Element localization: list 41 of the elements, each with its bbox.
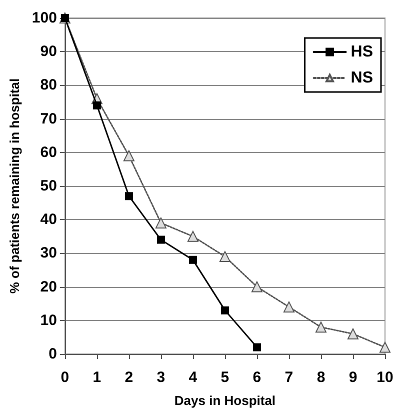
y-tick-label: 10 [40, 312, 57, 329]
point [347, 328, 358, 340]
y-tick-label: 30 [40, 244, 57, 262]
y-tick-label: 0 [48, 346, 57, 362]
x-tick-label: 5 [220, 369, 230, 386]
x-tick-label: 7 [284, 369, 294, 386]
x-tick-label: 9 [348, 369, 358, 386]
x-tick-label: 0 [60, 369, 70, 386]
y-tick-label: 80 [40, 76, 57, 94]
point [380, 342, 390, 353]
point [155, 217, 166, 228]
point [124, 192, 133, 200]
point [220, 306, 229, 314]
legend-label: HS [350, 44, 374, 60]
x-tick-label: 1 [92, 369, 102, 386]
y-axis-title: % of patients remaining in hospital [7, 78, 22, 294]
x-tick-label: 4 [188, 369, 198, 386]
x-tick-label: 10 [376, 369, 394, 386]
x-tick-label: 3 [156, 369, 166, 386]
y-tick-label: 50 [40, 178, 57, 194]
y-tick-label: 60 [40, 144, 57, 161]
legend-label: NS [350, 70, 374, 86]
point [315, 322, 326, 333]
x-tick-label: 8 [316, 369, 326, 386]
x-tick-label: 2 [124, 369, 134, 386]
x-tick-label: 6 [252, 369, 262, 386]
point [252, 343, 261, 352]
y-tick-label: 90 [40, 43, 57, 60]
point [92, 101, 101, 110]
point [251, 281, 262, 292]
point [188, 256, 197, 264]
point [219, 251, 230, 262]
x-axis-title: Days in Hospital [174, 393, 276, 408]
point [187, 230, 198, 242]
y-tick-label: 40 [40, 211, 57, 228]
point [283, 301, 294, 312]
y-tick-label: 100 [32, 10, 57, 26]
point [123, 150, 134, 162]
point [156, 236, 165, 244]
y-tick-label: 20 [40, 278, 57, 296]
y-tick-label: 70 [40, 110, 57, 128]
